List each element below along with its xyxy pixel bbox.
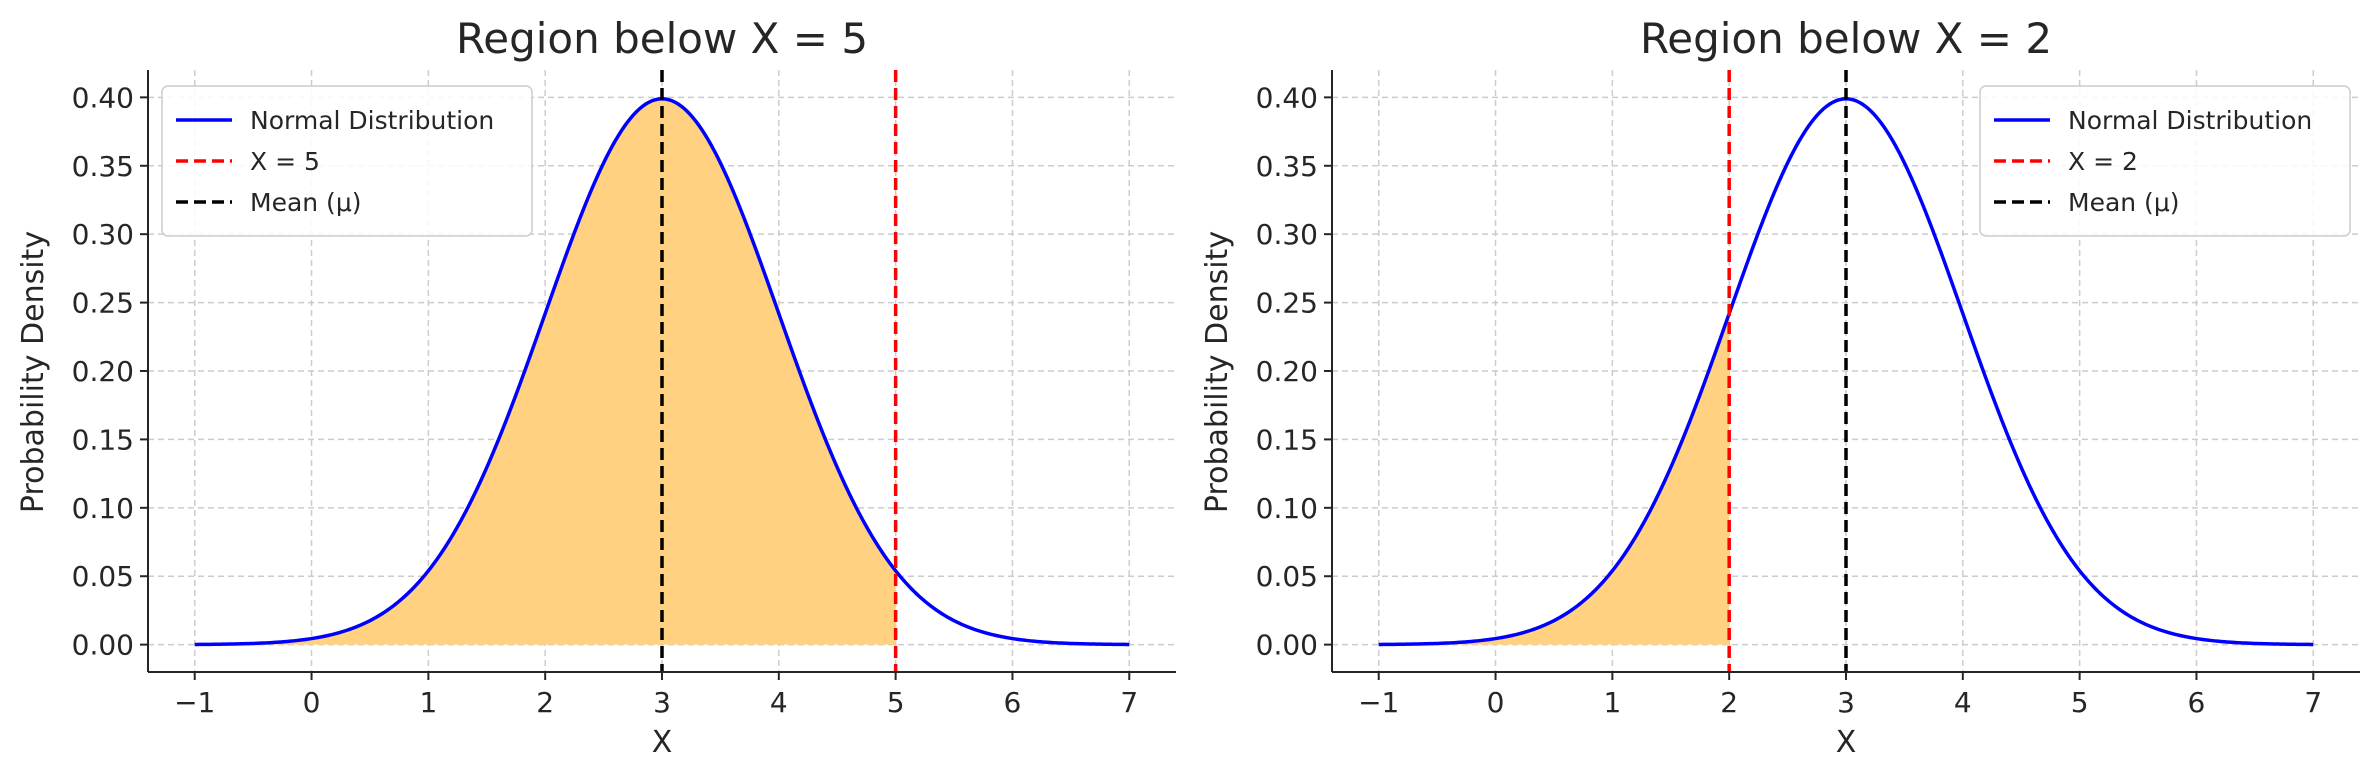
y-tick-label: 0.35 [1256, 150, 1318, 183]
chart-right-shaded-region [1378, 313, 1730, 645]
x-tick-label: 7 [2304, 686, 2322, 719]
x-tick-label: 4 [770, 686, 788, 719]
x-tick-label: 5 [2071, 686, 2089, 719]
y-tick-label: 0.05 [1256, 560, 1318, 593]
x-tick-label: 7 [1120, 686, 1138, 719]
x-tick-label: 1 [1603, 686, 1621, 719]
chart-left: −1 0 1 2 3 4 5 6 7 0.00 0.05 0.10 0.15 0.20 0.25 0.30 0.… [16, 14, 1176, 760]
x-tick-label: 6 [2188, 686, 2206, 719]
legend-box [1979, 85, 2351, 237]
chart-left-legend: Normal Distribution X = 5 Mean (μ) [161, 85, 533, 237]
legend-label: Mean (μ) [2068, 188, 2179, 217]
chart-left-xlabel: X [652, 725, 673, 760]
y-tick-label: 0.25 [1256, 287, 1318, 320]
y-tick-label: 0.10 [72, 492, 134, 525]
legend-label: X = 2 [2068, 147, 2138, 176]
y-tick-label: 0.40 [72, 81, 134, 114]
chart-left-ylabel: Probability Density [16, 231, 51, 513]
legend-box [161, 85, 533, 237]
chart-right-ylabel: Probability Density [1200, 231, 1235, 513]
y-tick-label: 0.00 [1256, 629, 1318, 662]
chart-left-title: Region below X = 5 [456, 14, 868, 63]
chart-left-shaded-region [194, 98, 896, 645]
x-tick-label: −1 [174, 686, 215, 719]
x-tick-label: 1 [419, 686, 437, 719]
chart-right-title: Region below X = 2 [1640, 14, 2052, 63]
legend-label: Normal Distribution [250, 106, 494, 135]
legend-label: X = 5 [250, 147, 320, 176]
y-tick-label: 0.00 [72, 629, 134, 662]
x-tick-label: 0 [1487, 686, 1505, 719]
y-tick-label: 0.15 [1256, 423, 1318, 456]
y-tick-label: 0.30 [1256, 218, 1318, 251]
chart-right: −1 0 1 2 3 4 5 6 7 0.00 0.05 0.10 0.15 0.20 0.25 0.30 0.… [1200, 14, 2360, 760]
chart-right-vlines [1727, 70, 1848, 672]
x-tick-label: 4 [1954, 686, 1972, 719]
x-tick-label: 3 [1837, 686, 1855, 719]
y-tick-label: 0.30 [72, 218, 134, 251]
x-tick-label: 2 [536, 686, 554, 719]
x-tick-label: 6 [1004, 686, 1022, 719]
chart-right-ticks: −1 0 1 2 3 4 5 6 7 0.00 0.05 0.10 0.15 0.20 0.25 0.30 0.… [1256, 81, 2323, 719]
x-tick-label: 2 [1720, 686, 1738, 719]
x-tick-label: −1 [1358, 686, 1399, 719]
legend-label: Mean (μ) [250, 188, 361, 217]
y-tick-label: 0.20 [72, 355, 134, 388]
y-tick-label: 0.40 [1256, 81, 1318, 114]
y-tick-label: 0.35 [72, 150, 134, 183]
chart-left-vlines [660, 70, 898, 672]
chart-right-xlabel: X [1836, 725, 1857, 760]
chart-left-ticks: −1 0 1 2 3 4 5 6 7 0.00 0.05 0.10 0.15 0.20 0.25 0.30 0.… [72, 81, 1139, 719]
y-tick-label: 0.25 [72, 287, 134, 320]
chart-right-legend: Normal Distribution X = 2 Mean (μ) [1979, 85, 2351, 237]
x-tick-label: 0 [303, 686, 321, 719]
y-tick-label: 0.15 [72, 423, 134, 456]
x-tick-label: 5 [887, 686, 905, 719]
y-tick-label: 0.20 [1256, 355, 1318, 388]
x-tick-label: 3 [653, 686, 671, 719]
y-tick-label: 0.10 [1256, 492, 1318, 525]
y-tick-label: 0.05 [72, 560, 134, 593]
legend-label: Normal Distribution [2068, 106, 2312, 135]
